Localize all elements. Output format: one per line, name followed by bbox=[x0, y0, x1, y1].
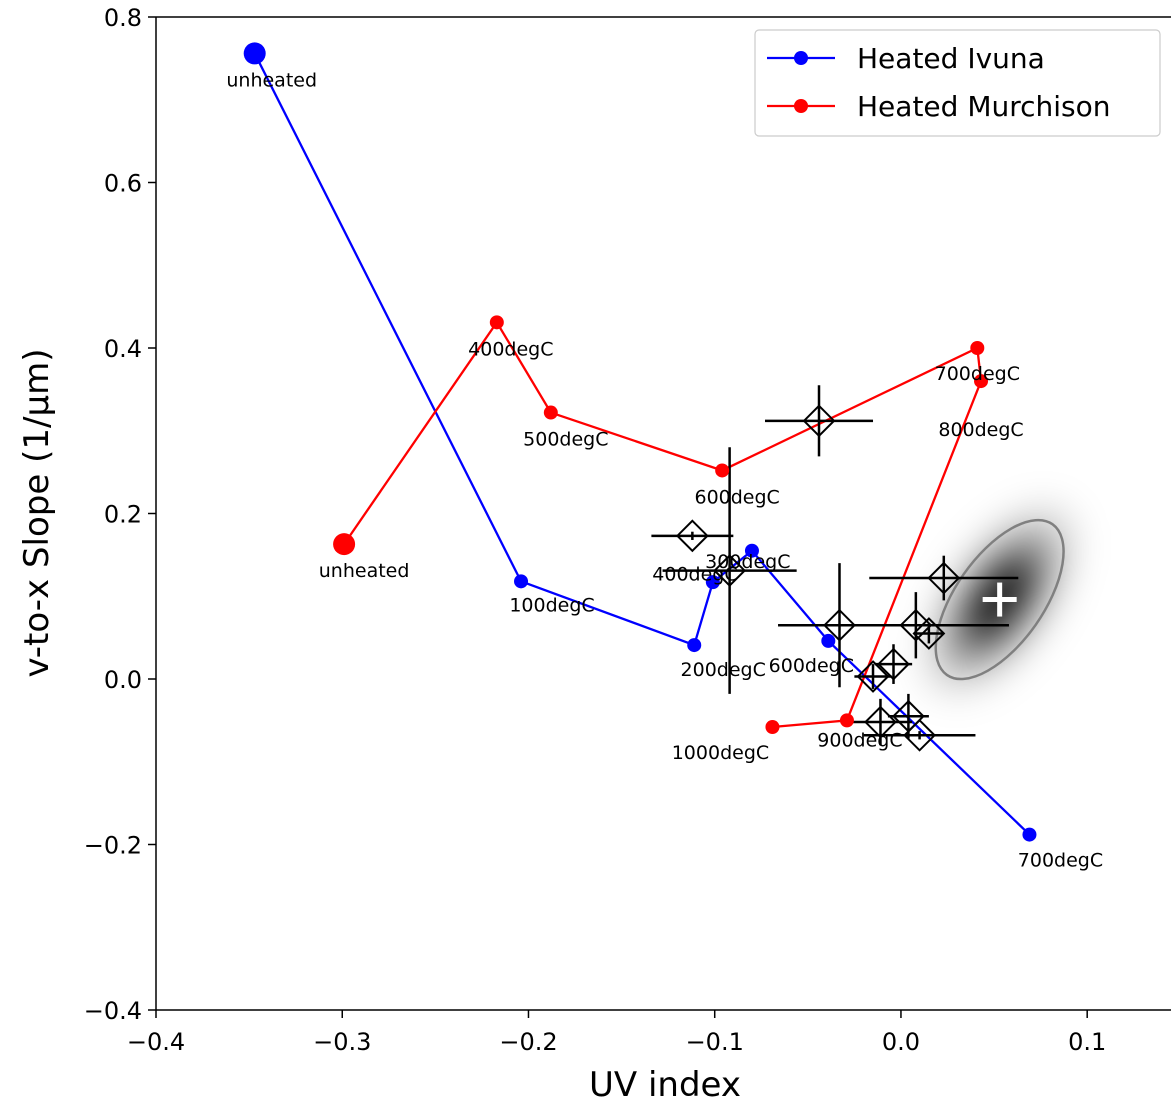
series-point-0 bbox=[821, 633, 836, 648]
observation-point bbox=[854, 660, 892, 693]
observation-point bbox=[765, 385, 874, 457]
series-point-0 bbox=[744, 543, 759, 558]
observation-point bbox=[651, 519, 734, 553]
point-label-1: 800degC bbox=[938, 419, 1023, 441]
series-point-1 bbox=[333, 533, 356, 556]
series-point-0 bbox=[687, 638, 702, 653]
point-label-1: 600degC bbox=[694, 486, 779, 508]
observation-point bbox=[874, 644, 913, 684]
legend-box bbox=[754, 29, 1161, 137]
series-points bbox=[243, 42, 1037, 842]
observation-diamond bbox=[713, 554, 747, 588]
legend-label-murchison: Heated Murchison bbox=[857, 90, 1111, 123]
x-tick-label: 0.1 bbox=[1068, 1028, 1106, 1056]
legend-marker-ivuna bbox=[794, 51, 808, 65]
series-point-0 bbox=[514, 574, 529, 589]
point-label-0: 600degC bbox=[769, 655, 854, 677]
legend-marker-murchison bbox=[794, 99, 808, 113]
density-contour bbox=[934, 518, 1065, 681]
plot-area bbox=[156, 17, 1171, 1010]
observation-diamond bbox=[877, 647, 910, 681]
y-tick-label: 0.4 bbox=[104, 335, 142, 363]
y-tick-label: 0.0 bbox=[104, 666, 142, 694]
observation-diamond bbox=[927, 561, 961, 595]
x-tick-label: −0.1 bbox=[686, 1028, 744, 1056]
point-label-0: 200degC bbox=[681, 659, 766, 681]
y-tick-label: 0.2 bbox=[104, 501, 142, 529]
series-point-1 bbox=[715, 463, 730, 478]
observation-diamond bbox=[903, 718, 936, 752]
point-label-0: 100degC bbox=[509, 594, 594, 616]
point-label-1: 400degC bbox=[468, 338, 553, 360]
y-tick-label: 0.8 bbox=[104, 4, 142, 32]
point-label-1: 1000degC bbox=[672, 742, 769, 764]
observation-diamond bbox=[675, 519, 709, 553]
y-tick-label: 0.6 bbox=[104, 170, 142, 198]
observation-point bbox=[662, 447, 797, 694]
point-label-1: 900degC bbox=[817, 729, 902, 751]
axis-ticks: −0.4 −0.3 −0.2 −0.1 0.0 0.1 −0.4 −0.2 0.0 0.2 0.4 0… bbox=[84, 4, 1107, 1056]
y-tick-label: −0.4 bbox=[84, 997, 142, 1025]
point-labels: unheated100degC200degC300degC400degC600d… bbox=[226, 69, 1103, 871]
point-label-0: 700degC bbox=[1018, 850, 1103, 872]
legend-label-ivuna: Heated Ivuna bbox=[857, 42, 1045, 75]
series-point-1 bbox=[974, 374, 989, 389]
observations-layer bbox=[651, 385, 1019, 752]
x-tick-label: −0.3 bbox=[313, 1028, 371, 1056]
y-tick-label: −0.2 bbox=[84, 832, 142, 860]
series-point-1 bbox=[489, 315, 504, 330]
point-label-1: 700degC bbox=[935, 363, 1020, 385]
x-tick-label: −0.2 bbox=[499, 1028, 557, 1056]
point-label-1: unheated bbox=[319, 560, 410, 582]
observation-point bbox=[912, 617, 946, 650]
observation-diamond bbox=[912, 617, 946, 650]
x-tick-label: −0.4 bbox=[127, 1028, 185, 1056]
point-label-0: 300degC bbox=[705, 551, 790, 573]
x-axis-title: UV index bbox=[589, 1065, 741, 1103]
series-point-1 bbox=[839, 713, 854, 728]
observation-point bbox=[863, 718, 976, 752]
series-point-1 bbox=[765, 719, 780, 734]
series-point-1 bbox=[543, 405, 558, 420]
observation-diamond bbox=[856, 660, 890, 693]
observation-point bbox=[869, 555, 1019, 601]
series-point-1 bbox=[970, 341, 985, 355]
observation-diamond bbox=[823, 608, 856, 642]
y-axis-title: v-to-x Slope (1/µm) bbox=[17, 349, 57, 678]
point-label-0: unheated bbox=[226, 69, 317, 91]
x-tick-label: 0.0 bbox=[882, 1028, 920, 1056]
series-point-0 bbox=[1022, 827, 1037, 842]
point-label-0: 400degC bbox=[652, 564, 737, 586]
series-point-0 bbox=[705, 575, 720, 590]
point-label-1: 500degC bbox=[523, 429, 608, 451]
legend: Heated Ivuna Heated Murchison bbox=[754, 29, 1161, 137]
series-point-0 bbox=[243, 42, 266, 65]
observation-diamond bbox=[802, 404, 836, 438]
